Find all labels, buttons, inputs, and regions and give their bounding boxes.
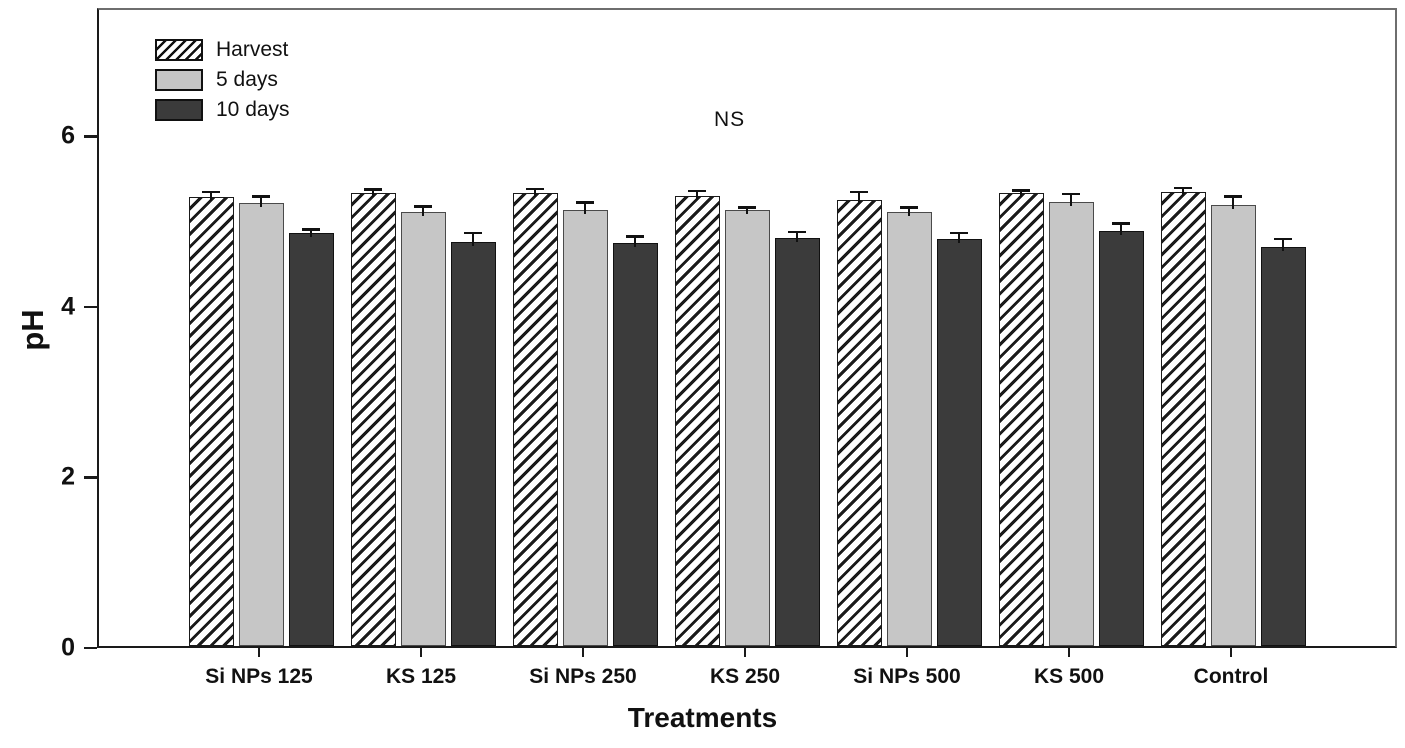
bar-harvest bbox=[998, 193, 1044, 646]
y-tick-mark bbox=[84, 305, 97, 309]
error-bar-cap bbox=[302, 228, 320, 231]
error-bar-stem bbox=[1182, 189, 1184, 197]
bar-harvest bbox=[1160, 192, 1206, 646]
legend-swatch-dark bbox=[155, 98, 203, 121]
bar-10-days bbox=[288, 232, 334, 646]
x-category-label: KS 125 bbox=[385, 665, 457, 688]
error-bar-stem bbox=[1020, 191, 1022, 198]
bar-5-days bbox=[1210, 205, 1256, 646]
error-bar-stem bbox=[422, 207, 424, 217]
error-bar-stem bbox=[472, 234, 474, 246]
x-tick-mark bbox=[419, 648, 423, 657]
y-tick-label: 0 bbox=[61, 633, 75, 662]
error-bar-stem bbox=[372, 190, 374, 198]
legend-label: 10 days bbox=[216, 97, 290, 121]
x-tick-mark bbox=[905, 648, 909, 657]
error-bar-stem bbox=[1120, 224, 1122, 235]
y-tick-mark bbox=[84, 646, 97, 650]
error-bar-stem bbox=[634, 237, 636, 247]
error-bar-stem bbox=[696, 192, 698, 200]
y-tick-mark bbox=[84, 476, 97, 479]
error-bar-stem bbox=[210, 193, 212, 201]
bar-10-days bbox=[612, 242, 658, 646]
y-tick-label: 4 bbox=[61, 292, 75, 321]
bar-harvest bbox=[836, 200, 882, 646]
bar-harvest bbox=[512, 193, 558, 646]
bar-5-days bbox=[238, 202, 284, 646]
ns-annotation: NS bbox=[714, 108, 746, 131]
error-bar-stem bbox=[534, 189, 536, 198]
error-bar-cap bbox=[364, 188, 382, 191]
x-category-label: KS 250 bbox=[709, 665, 781, 688]
legend-item: 5 days bbox=[155, 68, 290, 91]
bar-5-days bbox=[400, 212, 446, 646]
bar-10-days bbox=[1260, 247, 1306, 646]
error-bar-stem bbox=[584, 203, 586, 214]
error-bar-cap bbox=[1112, 222, 1130, 225]
error-bar-cap bbox=[576, 201, 594, 204]
plot-area: NS bbox=[97, 8, 1397, 648]
legend-swatch-hatch bbox=[155, 38, 203, 61]
error-bar-cap bbox=[1012, 189, 1030, 192]
x-category-label: Control bbox=[1193, 665, 1269, 688]
error-bar-stem bbox=[1232, 197, 1234, 210]
bar-10-days bbox=[1098, 230, 1144, 646]
legend-item: Harvest bbox=[155, 38, 290, 61]
error-bar-stem bbox=[958, 234, 960, 244]
error-bar-cap bbox=[526, 187, 544, 190]
error-bar-cap bbox=[1274, 237, 1292, 241]
x-tick-mark bbox=[743, 648, 747, 657]
bar-5-days bbox=[1048, 201, 1094, 646]
error-bar-stem bbox=[310, 230, 312, 237]
x-category-label: Si NPs 125 bbox=[205, 665, 313, 688]
y-tick-mark bbox=[84, 135, 97, 138]
x-tick-mark bbox=[1067, 648, 1071, 657]
error-bar-cap bbox=[850, 190, 868, 194]
error-bar-cap bbox=[1174, 186, 1192, 190]
legend-label: 5 days bbox=[216, 67, 278, 91]
bar-10-days bbox=[936, 239, 982, 646]
error-bar-stem bbox=[796, 233, 798, 242]
x-tick-mark bbox=[1229, 648, 1233, 657]
error-bar-cap bbox=[202, 190, 220, 194]
legend-label: Harvest bbox=[216, 37, 289, 61]
error-bar-stem bbox=[908, 208, 910, 217]
x-tick-mark bbox=[257, 648, 261, 657]
bar-5-days bbox=[886, 212, 932, 646]
error-bar-cap bbox=[788, 230, 806, 234]
x-category-label: KS 500 bbox=[1033, 665, 1105, 688]
legend-item: 10 days bbox=[155, 98, 290, 121]
error-bar-cap bbox=[1062, 192, 1080, 196]
x-category-label: Si NPs 500 bbox=[853, 665, 961, 688]
error-bar-stem bbox=[1070, 195, 1072, 206]
bar-harvest bbox=[188, 196, 234, 646]
error-bar-cap bbox=[252, 195, 270, 198]
error-bar-cap bbox=[464, 231, 482, 235]
error-bar-cap bbox=[950, 231, 968, 235]
error-bar-stem bbox=[746, 208, 748, 215]
bar-5-days bbox=[562, 209, 608, 646]
x-tick-mark bbox=[581, 648, 585, 657]
bar-10-days bbox=[450, 241, 496, 646]
bar-harvest bbox=[350, 193, 396, 646]
error-bar-cap bbox=[1224, 195, 1242, 198]
x-axis-title: Treatments bbox=[627, 702, 778, 733]
error-bar-cap bbox=[414, 205, 432, 208]
error-bar-stem bbox=[858, 193, 860, 205]
bar-harvest bbox=[674, 195, 720, 646]
legend: Harvest 5 days 10 days bbox=[155, 38, 290, 128]
error-bar-cap bbox=[900, 206, 918, 209]
error-bar-stem bbox=[260, 197, 262, 207]
y-tick-label: 6 bbox=[61, 121, 75, 150]
error-bar-cap bbox=[738, 206, 756, 209]
error-bar-stem bbox=[1282, 240, 1284, 252]
bar-5-days bbox=[724, 210, 770, 646]
bar-10-days bbox=[774, 237, 820, 646]
y-tick-label: 2 bbox=[61, 462, 75, 491]
legend-swatch-light bbox=[155, 68, 203, 91]
error-bar-cap bbox=[626, 235, 644, 238]
error-bar-cap bbox=[688, 190, 706, 193]
x-category-label: Si NPs 250 bbox=[529, 665, 637, 688]
